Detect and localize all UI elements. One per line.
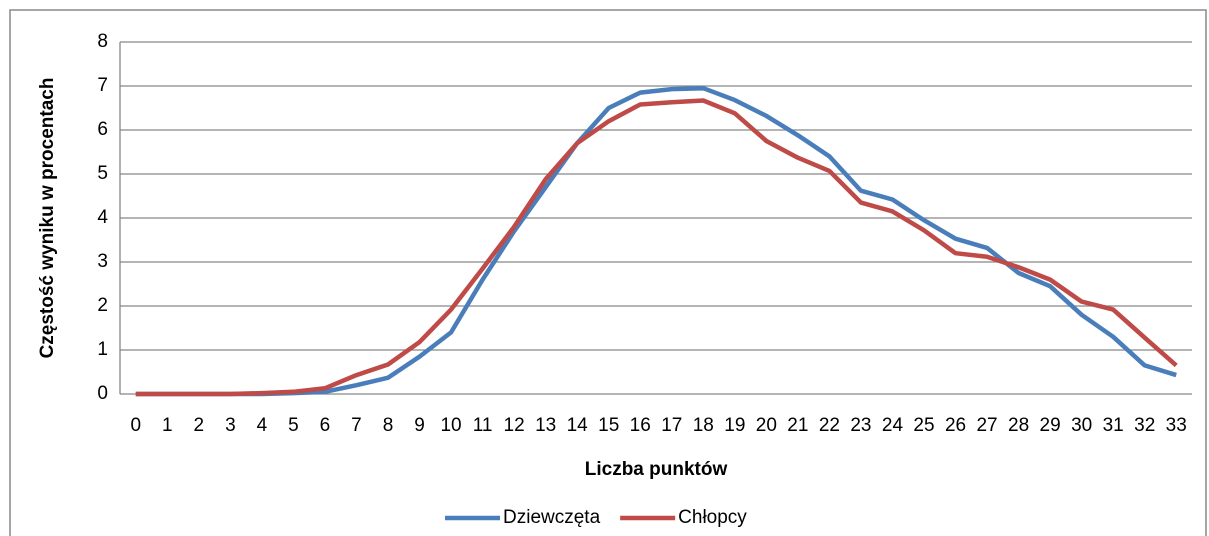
y-tick-label: 4: [97, 207, 108, 228]
x-tick-label: 15: [598, 415, 619, 436]
x-tick-label: 6: [320, 415, 331, 436]
x-tick-label: 17: [661, 415, 682, 436]
x-tick-label: 10: [440, 415, 461, 436]
x-tick-label: 8: [383, 415, 394, 436]
x-tick-label: 29: [1040, 415, 1061, 436]
y-tick-label: 7: [97, 75, 108, 96]
x-tick-label: 2: [194, 415, 205, 436]
x-tick-label: 21: [787, 415, 808, 436]
x-tick-label: 16: [630, 415, 651, 436]
y-tick-label: 5: [97, 163, 108, 184]
x-axis-title: Liczba punktów: [585, 459, 728, 480]
y-tick-label: 3: [97, 251, 108, 272]
x-tick-label: 27: [976, 415, 997, 436]
y-tick-label: 6: [97, 119, 108, 140]
x-tick-label: 30: [1071, 415, 1092, 436]
x-tick-label: 11: [473, 415, 493, 436]
series-line: [135, 98, 1178, 397]
y-axis-title: Częstość wyniku w procentach: [37, 78, 58, 359]
x-tick-label: 20: [756, 415, 777, 436]
x-tick-label: 23: [850, 415, 871, 436]
x-tick-label: 31: [1103, 415, 1124, 436]
x-tick-label: 32: [1134, 415, 1155, 436]
x-tick-label: 18: [693, 415, 714, 436]
x-tick-label: 9: [414, 415, 425, 436]
legend-label: Chłopcy: [678, 507, 747, 528]
x-tick-label: 19: [724, 415, 745, 436]
x-tick-label: 14: [567, 415, 589, 436]
x-tick-label: 7: [351, 415, 362, 436]
x-tick-label: 22: [819, 415, 840, 436]
y-tick-label: 8: [97, 31, 108, 52]
chart-frame: [9, 9, 1207, 536]
x-tick-label: 25: [913, 415, 934, 436]
y-tick-label: 2: [97, 295, 108, 316]
x-tick-label: 33: [1166, 415, 1187, 436]
y-tick-label: 0: [97, 383, 108, 404]
x-tick-label: 24: [882, 415, 904, 436]
legend-label: Dziewczęta: [503, 507, 601, 528]
x-tick-label: 1: [162, 415, 173, 436]
x-tick-label: 26: [945, 415, 966, 436]
x-tick-label: 13: [535, 415, 556, 436]
x-tick-label: 4: [257, 415, 268, 436]
x-tick-label: 3: [225, 415, 236, 436]
x-tick-label: 12: [504, 415, 525, 436]
x-tick-label: 5: [288, 415, 299, 436]
y-tick-label: 1: [97, 339, 108, 360]
x-tick-label: 0: [130, 415, 141, 436]
x-tick-label: 28: [1008, 415, 1029, 436]
